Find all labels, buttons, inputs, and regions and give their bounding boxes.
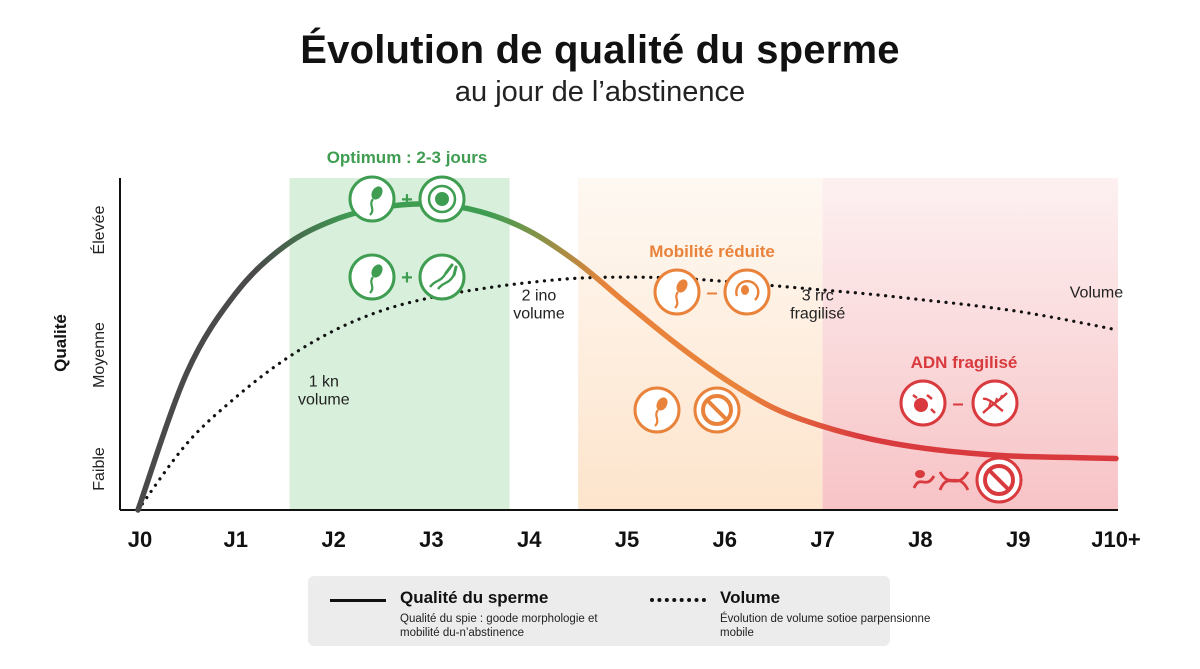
x-tick-label: J5 <box>615 527 639 552</box>
annotation-text: fragilisé <box>790 306 845 323</box>
sperm-icon <box>653 268 701 316</box>
prohibit-bar <box>705 398 729 422</box>
egg-cell-icon <box>418 175 466 223</box>
damaged-cell-icon <box>899 379 947 427</box>
y-tick-label: Faible <box>91 447 108 491</box>
broken-dna-strands <box>912 471 970 491</box>
x-tick-label: J1 <box>224 527 248 552</box>
annotation-text: 2 ino <box>522 288 557 305</box>
motion-heads <box>444 263 458 277</box>
zone-optimum <box>289 178 510 510</box>
sperm-icon <box>633 386 681 434</box>
icon-operator: – <box>706 282 717 304</box>
egg-outer <box>427 184 457 214</box>
legend-volume-title: Volume <box>720 588 781 607</box>
x-tick-label: J10+ <box>1091 527 1141 552</box>
legend-quality-title: Qualité du sperme <box>400 588 549 607</box>
zone-mobility <box>578 178 823 510</box>
sperm-tail <box>369 276 374 294</box>
x-tick-label: J0 <box>128 527 152 552</box>
prohibited-icon <box>693 386 741 434</box>
y-tick-label: Moyenne <box>91 322 108 388</box>
broken-dna-head <box>915 470 925 478</box>
legend-quality-desc: Qualité du spie : goode morphologie et m… <box>400 613 598 639</box>
chart-title: Évolution de qualité du sperme <box>300 28 900 72</box>
annotation-text: Volume <box>1070 284 1123 301</box>
sperm-head <box>741 285 749 295</box>
prohibit-bar <box>987 468 1011 492</box>
prohibit-ring <box>983 464 1015 496</box>
motion-lines <box>429 272 456 290</box>
annotation-text: volume <box>513 306 565 323</box>
zone-label-mobility: Mobilité réduite <box>649 242 775 261</box>
broken-dna-icon <box>912 470 970 491</box>
icon-operator: + <box>401 267 413 289</box>
y-tick-label: Élevée <box>89 205 108 254</box>
dna-rungs <box>988 394 1003 408</box>
x-tick-label: J6 <box>713 527 737 552</box>
x-tick-label: J7 <box>810 527 834 552</box>
series-volume-line <box>136 275 1118 512</box>
annotation-text: 1 kn <box>309 374 339 391</box>
sperm-head <box>371 186 383 200</box>
icon-operator: + <box>401 189 413 211</box>
icon-operator: – <box>952 393 963 415</box>
sperm-tail <box>674 291 679 309</box>
circle-arrow <box>735 279 760 301</box>
legend: Qualité du sperme Qualité du spie : good… <box>308 576 930 646</box>
y-axis-label: Qualité <box>51 314 70 372</box>
prohibited-icon <box>975 456 1023 504</box>
sperm-head <box>371 264 383 278</box>
egg-nucleus <box>435 192 449 206</box>
legend-dotted-line <box>650 598 706 602</box>
prohibit-ring <box>701 394 733 426</box>
dna-icon <box>971 379 1019 427</box>
x-tick-label: J2 <box>321 527 345 552</box>
sperm-head <box>676 279 688 293</box>
series-quality-line <box>135 201 1119 513</box>
sperm-icon <box>348 253 396 301</box>
sperm-icon <box>348 175 396 223</box>
cell-core <box>914 398 928 412</box>
cell-fragments <box>912 394 936 414</box>
sperm-head <box>656 397 668 411</box>
x-tick-label: J8 <box>908 527 932 552</box>
motile-sperm-icon <box>418 253 466 301</box>
annotation-text: volume <box>298 392 350 409</box>
x-tick-label: J9 <box>1006 527 1030 552</box>
x-tick-label: J3 <box>419 527 443 552</box>
zone-label-dna: ADN fragilisé <box>911 353 1018 372</box>
sperm-tail <box>369 198 374 216</box>
sperm-tail <box>654 409 659 427</box>
chart-subtitle: au jour de l’abstinence <box>454 76 746 108</box>
legend-solid-line <box>330 599 386 602</box>
legend-volume-desc: Évolution de volume sotioe parpensionne … <box>720 613 931 639</box>
x-tick-label: J4 <box>517 527 542 552</box>
circling-sperm-icon <box>723 268 771 316</box>
zone-label-optimum: Optimum : 2-3 jours <box>327 148 488 167</box>
annotation-text: 3 rrc <box>802 288 834 305</box>
